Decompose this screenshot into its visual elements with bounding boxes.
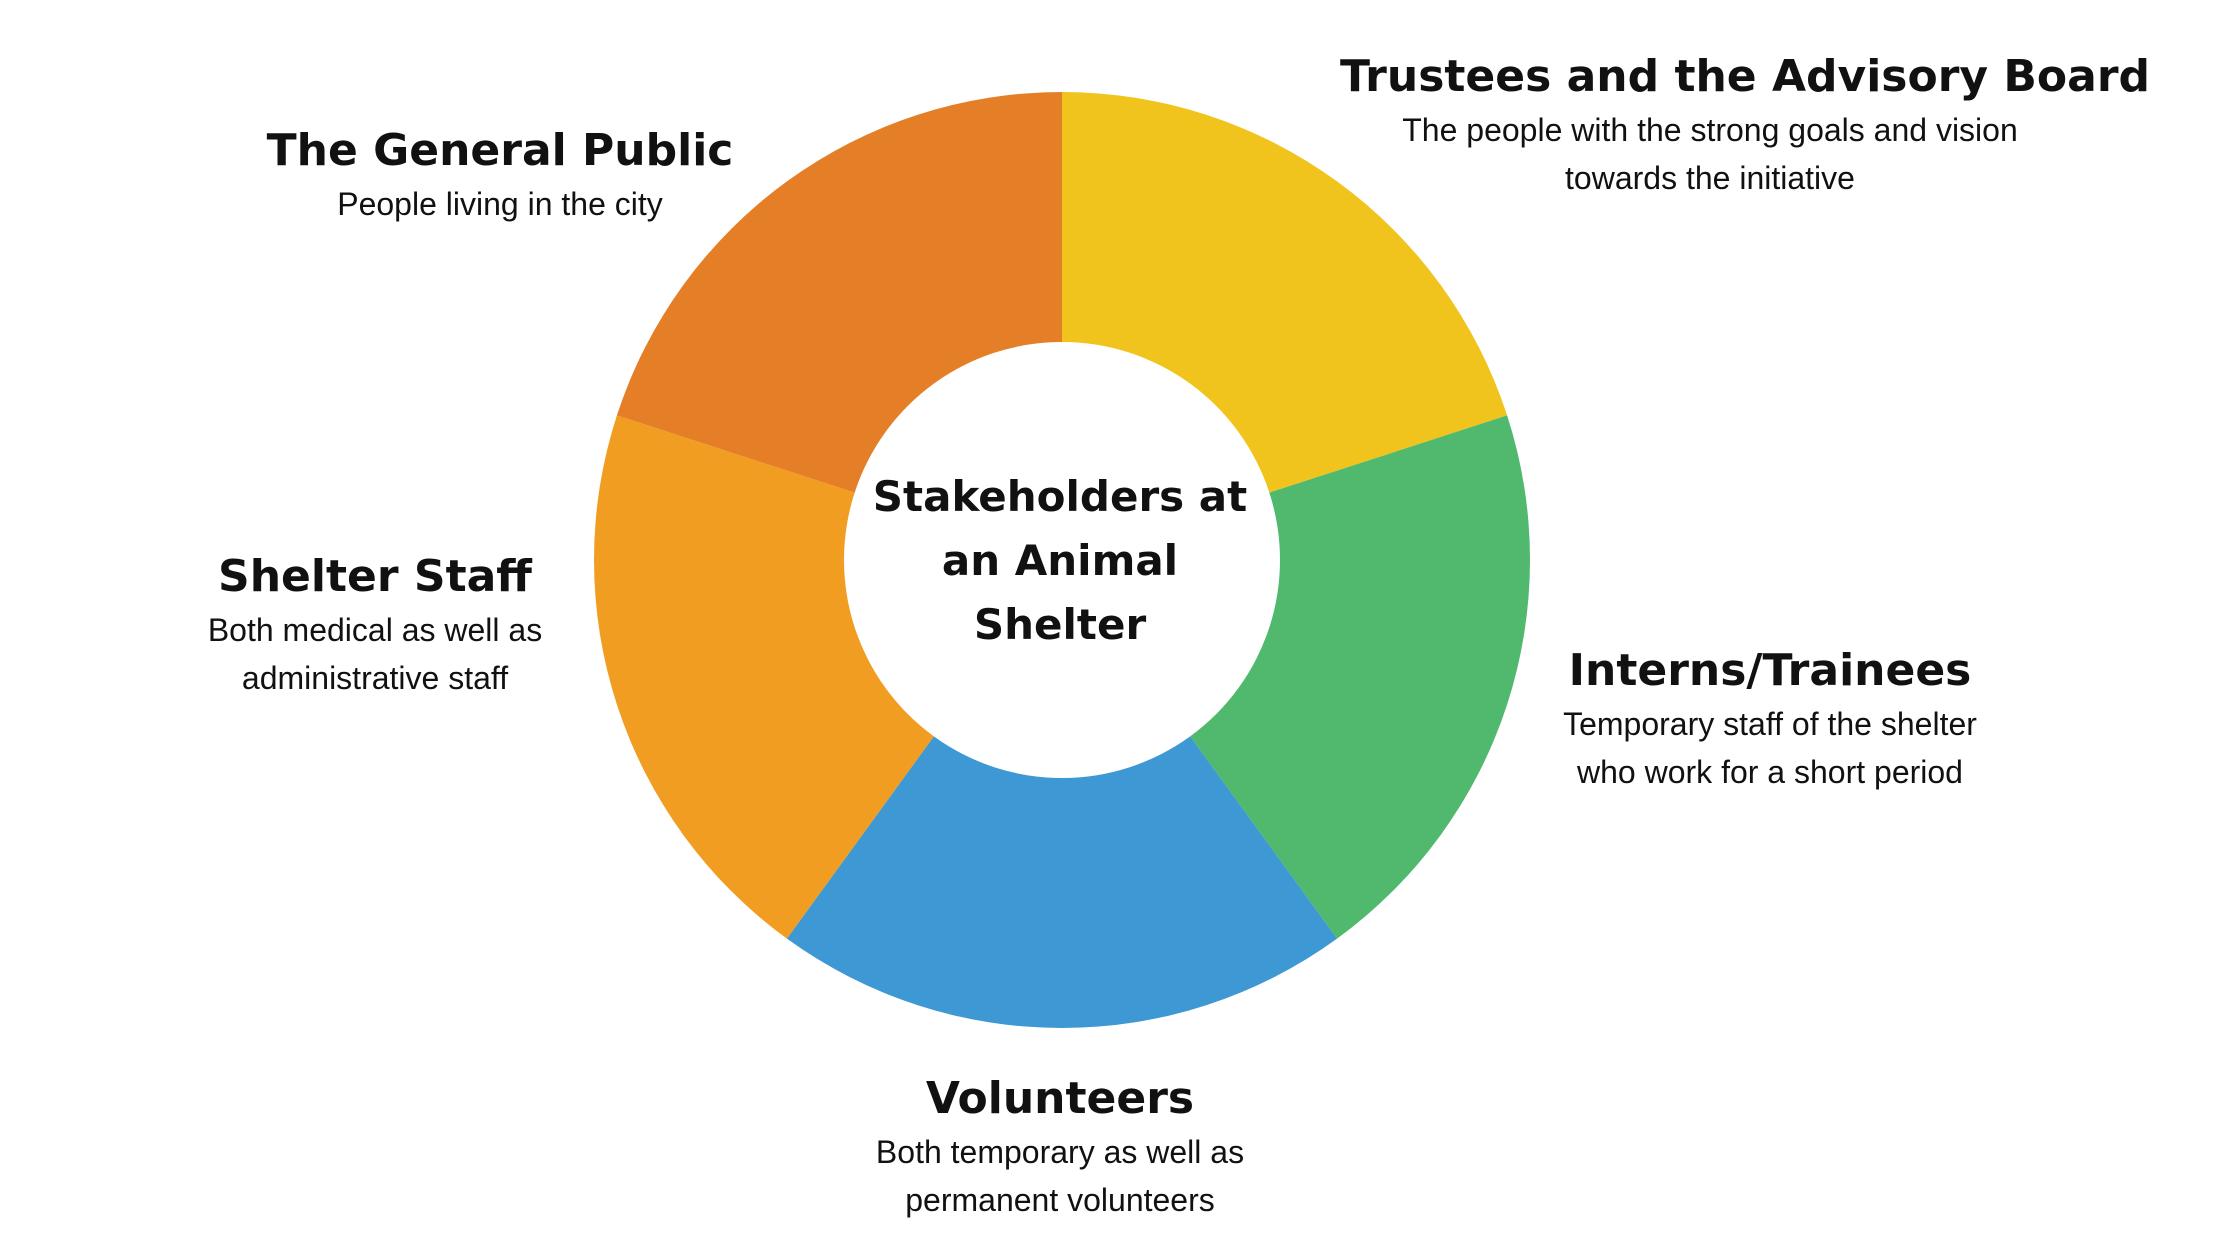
segment-shelter-staff [594, 415, 934, 939]
segment-volunteers [786, 736, 1338, 1028]
label-volunteers: Volunteers Both temporary as well as per… [820, 1070, 1300, 1224]
label-interns: Interns/Trainees Temporary staff of the … [1490, 642, 2050, 796]
segment-general-public [616, 92, 1062, 493]
shelter-staff-description: Both medical as well as administrative s… [207, 612, 543, 696]
segment-interns [1190, 415, 1530, 939]
general-public-title: The General Public [266, 125, 734, 176]
shelter-staff-title: Shelter Staff [218, 551, 532, 602]
segment-trustees [1062, 92, 1508, 493]
interns-title: Interns/Trainees [1568, 645, 1972, 696]
label-trustees: Trustees and the Advisory Board The peop… [1340, 48, 2151, 202]
label-general-public: The General Public People living in the … [230, 122, 770, 228]
volunteers-description: Both temporary as well as permanent volu… [875, 1134, 1245, 1218]
volunteers-title: Volunteers [925, 1073, 1195, 1124]
trustees-title: Trustees and the Advisory Board [1340, 51, 2151, 102]
interns-description: Temporary staff of the shelter who work … [1563, 706, 1977, 790]
label-shelter-staff: Shelter Staff Both medical as well as ad… [150, 548, 600, 702]
center-title: Stakeholders at an Animal Shelter [872, 472, 1248, 649]
trustees-description: The people with the strong goals and vis… [1402, 112, 2018, 196]
general-public-description: People living in the city [337, 186, 663, 222]
